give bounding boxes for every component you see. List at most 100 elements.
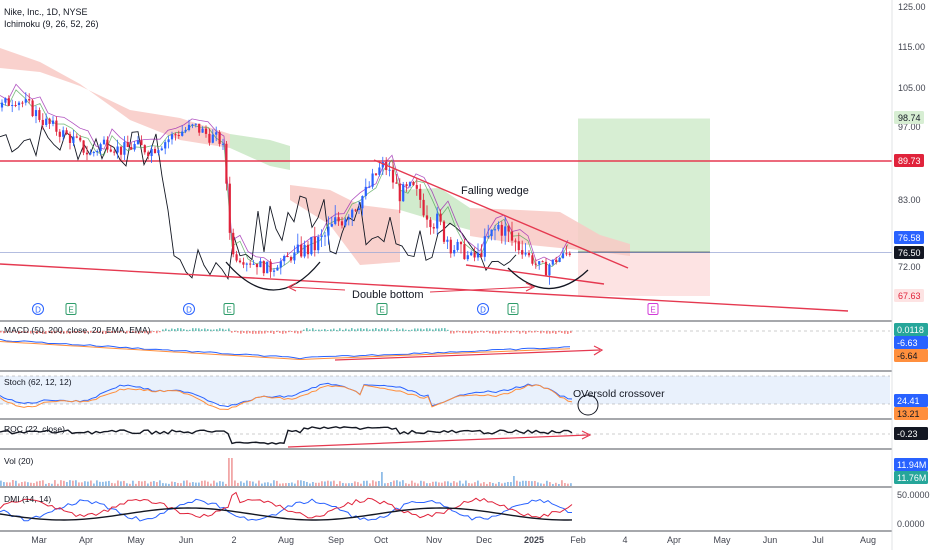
price-label-text: 89.73 (898, 156, 921, 166)
volume-bar (444, 481, 446, 486)
macd-hist-bar (351, 328, 353, 331)
volume-bar (162, 483, 164, 486)
roc-trend-head (581, 430, 592, 440)
macd-hist-bar (372, 328, 374, 331)
volume-bar (183, 480, 185, 486)
candle-body (568, 253, 571, 255)
time-tick-11: Feb (570, 535, 586, 545)
volume-bar (72, 480, 74, 486)
volume-bar (36, 481, 38, 486)
macd-hist-bar (129, 331, 131, 334)
annotation-oversold-crossover: OVersold crossover (573, 388, 665, 400)
candle-body (446, 239, 449, 242)
time-tick-13: Apr (667, 535, 681, 545)
volume-bar (516, 480, 518, 486)
macd-hist-bar (339, 328, 341, 331)
macd-hist-bar (360, 328, 362, 331)
macd-hist-bar (393, 329, 395, 331)
candle-body (354, 209, 357, 211)
volume-bar (384, 483, 386, 486)
macd-hist-bar (348, 329, 350, 331)
volume-bar (42, 480, 44, 486)
volume-bar (45, 483, 47, 486)
price-label-text: 67.63 (898, 291, 921, 301)
macd-line (0, 338, 571, 360)
volume-bar (258, 480, 260, 486)
candle-body (164, 142, 167, 149)
candle-body (7, 98, 10, 106)
volume-bar (105, 481, 107, 486)
macd-hist-bar (483, 331, 485, 333)
volume-bar (285, 483, 287, 486)
macd-hist-bar (237, 331, 239, 333)
volume-bar (204, 480, 206, 486)
candle-body (174, 134, 177, 136)
volume-bar (492, 482, 494, 486)
macd-hist-bar (66, 331, 68, 334)
macd-hist-bar (33, 331, 35, 333)
volume-bar (147, 483, 149, 486)
oversold-circle (577, 394, 599, 416)
volume-bar (96, 480, 98, 486)
macd-hist-bar (327, 329, 329, 331)
panel-value-box (894, 394, 928, 407)
candle-body (221, 143, 225, 145)
macd-hist-bar (165, 328, 167, 331)
price-tick-3: 97.00 (898, 122, 921, 132)
adx-line (0, 507, 573, 521)
macd-hist-bar (408, 329, 410, 331)
macd-hist-bar (132, 331, 134, 333)
volume-bar (456, 482, 458, 486)
stoch-legend: Stoch (62, 12, 12) (4, 377, 72, 387)
stop-zone (578, 252, 710, 296)
macd-hist-bar (558, 331, 560, 333)
price-label-text: 76.58 (898, 233, 921, 243)
volume-bar (339, 481, 341, 486)
candle-body (313, 236, 316, 251)
candle-body (82, 140, 85, 153)
indicator-name: Ichimoku (9, 26, 52, 26) (4, 19, 99, 29)
macd-hist-bar (81, 331, 83, 333)
price-label-box (894, 111, 924, 124)
volume-bar (438, 482, 440, 486)
candle-body (514, 240, 517, 242)
candle-body (548, 264, 551, 276)
time-tick-1: Apr (79, 535, 93, 545)
price-label-text: 98.74 (898, 113, 921, 123)
macd-hist-bar (39, 331, 41, 333)
volume-bar (522, 480, 524, 486)
volume-bar (291, 482, 293, 486)
candle-body (310, 236, 313, 255)
macd-hist-bar (108, 331, 110, 333)
macd-hist-bar (324, 328, 326, 331)
ichimoku-cloud-0 (0, 48, 230, 148)
candle-body (208, 133, 211, 143)
volume-bar (471, 483, 473, 486)
panel-value-box (894, 458, 928, 471)
candle-body (48, 118, 51, 124)
candle-body (177, 135, 180, 137)
volume-bar (225, 483, 227, 486)
macd-hist-bar (366, 328, 368, 331)
candle-body (449, 239, 452, 254)
candle-body (374, 173, 378, 175)
candle-body (21, 102, 24, 104)
arrow-right-line (429, 286, 533, 293)
candle-body (337, 217, 340, 222)
macd-hist-bar (564, 331, 566, 334)
volume-bar (495, 483, 497, 486)
volume-bar (12, 480, 14, 486)
candle-body (303, 244, 306, 257)
chikou-span (0, 124, 517, 281)
volume-bar (330, 481, 332, 486)
macd-hist-bar (156, 331, 158, 334)
macd-hist-bar (441, 328, 443, 331)
panel-value-5: -0.23 (894, 427, 928, 440)
volume-bar (189, 482, 191, 486)
macd-hist-bar (561, 331, 563, 333)
candle-body (320, 236, 323, 238)
candle-body (327, 226, 330, 236)
macd-hist-bar (534, 331, 536, 333)
stoch-k-line (0, 382, 573, 408)
